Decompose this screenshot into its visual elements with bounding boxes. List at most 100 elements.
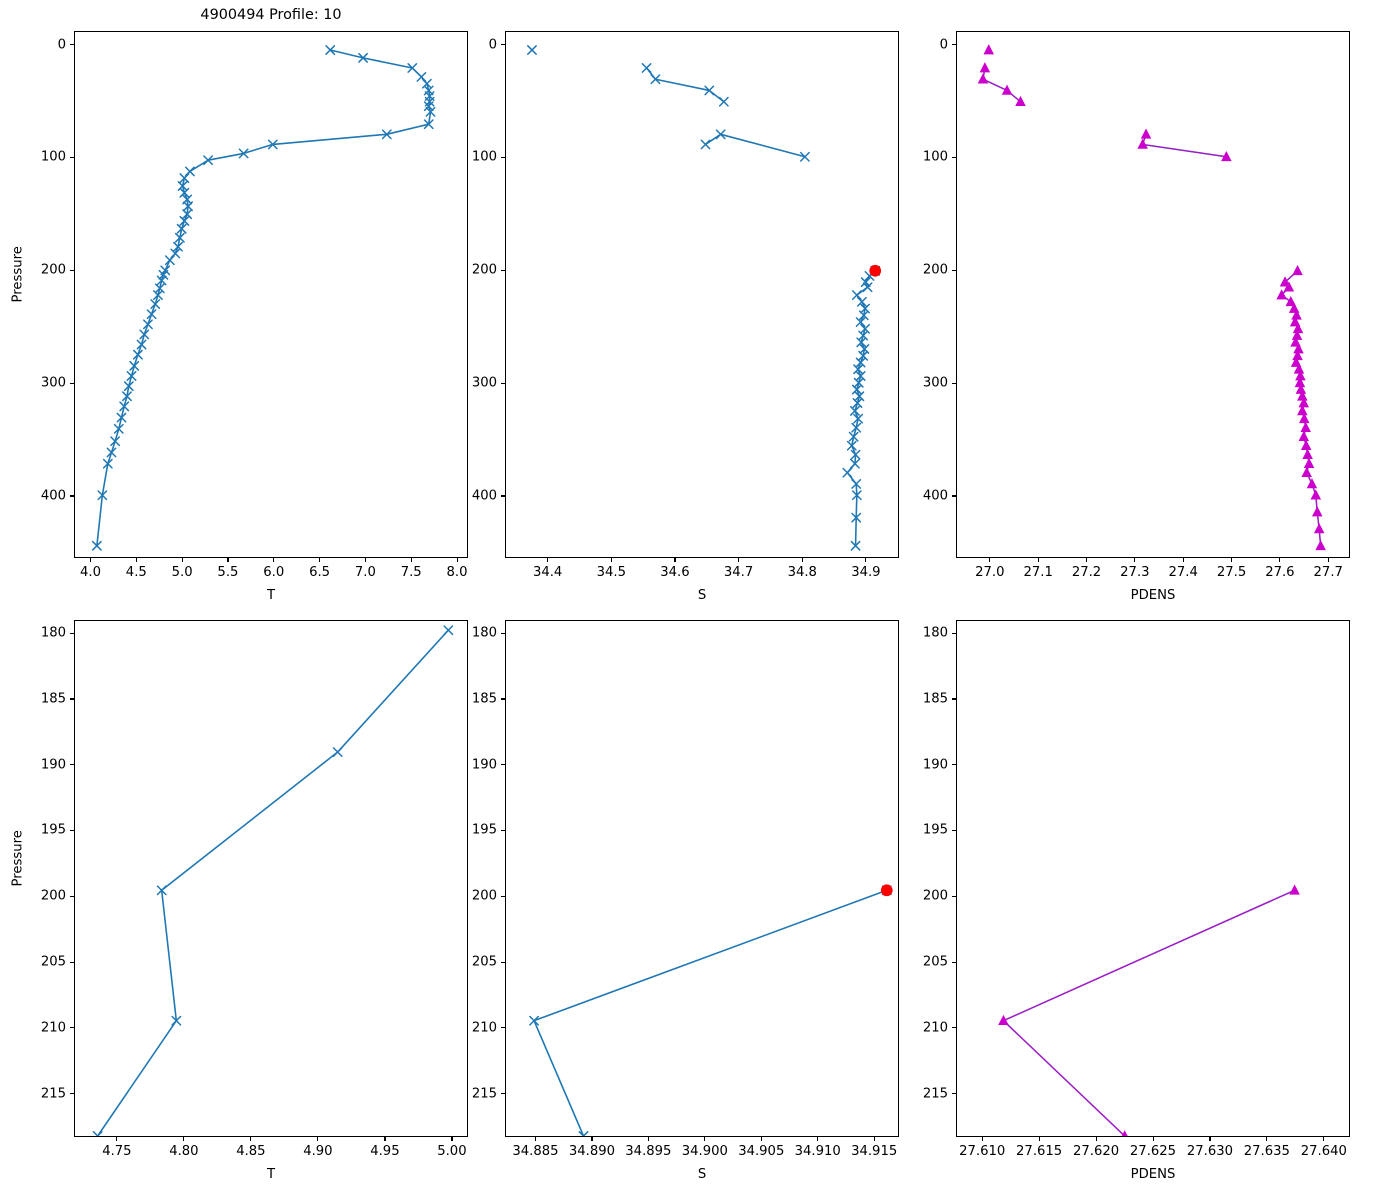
data-marker-x <box>171 1015 182 1026</box>
axes-frame-bottom-left-temperature-zoom <box>74 620 468 1137</box>
data-marker-x <box>119 401 130 412</box>
data-marker-triangle <box>1279 276 1291 287</box>
y-tick-label: 300 <box>40 375 66 391</box>
x-tick-label: 34.890 <box>568 1144 615 1159</box>
data-marker-x <box>851 384 862 395</box>
x-tick-label: 4.90 <box>303 1144 333 1159</box>
data-marker-x <box>852 398 863 408</box>
x-axis-label-top-middle-salinity: S <box>697 588 707 603</box>
x-tick-mark <box>1086 558 1088 562</box>
data-marker-triangle <box>1292 264 1303 276</box>
data-marker-x <box>853 364 864 375</box>
y-tick-mark <box>70 895 74 897</box>
plot-area-bottom-right-pdens-zoom <box>998 884 1300 1136</box>
x-tick-mark <box>250 1137 252 1141</box>
data-marker-triangle <box>1310 489 1322 500</box>
data-marker-triangle <box>1313 523 1325 534</box>
data-marker-triangle <box>1312 506 1323 517</box>
data-marker-x <box>106 447 117 458</box>
x-tick-label: 4.0 <box>79 565 101 580</box>
x-tick-mark <box>1152 1137 1154 1141</box>
data-marker-x <box>129 360 140 371</box>
y-tick-mark <box>952 764 956 766</box>
y-tick-label: 400 <box>471 488 497 504</box>
x-tick-label: 27.1 <box>1023 565 1053 580</box>
x-tick-mark <box>456 558 458 562</box>
y-tick-mark <box>501 632 505 634</box>
y-tick-label: 190 <box>922 757 948 773</box>
data-marker-x <box>850 449 861 460</box>
x-tick-label: 27.635 <box>1243 1144 1290 1159</box>
x-tick-label: 6.5 <box>309 565 331 580</box>
x-tick-label: 27.0 <box>975 565 1005 580</box>
data-marker-triangle <box>1290 356 1302 367</box>
y-tick-label: 200 <box>471 888 497 904</box>
y-tick-mark <box>501 1027 505 1029</box>
data-marker-x <box>143 319 153 330</box>
x-tick-mark <box>181 558 183 562</box>
data-marker-x <box>174 232 185 243</box>
plot-area-bottom-left-temperature-zoom <box>92 625 454 1136</box>
series-line <box>704 133 806 158</box>
x-tick-label: 4.75 <box>102 1144 132 1159</box>
y-tick-mark <box>70 495 74 497</box>
x-tick-mark <box>1327 558 1329 562</box>
data-marker-x <box>529 1015 540 1026</box>
x-tick-mark <box>817 1137 819 1141</box>
x-tick-mark <box>760 1137 762 1141</box>
y-tick-label: 200 <box>40 888 66 904</box>
x-tick-label: 7.0 <box>354 565 376 580</box>
x-tick-label: 34.6 <box>660 565 690 580</box>
y-tick-mark <box>70 1093 74 1095</box>
x-tick-mark <box>534 1137 537 1141</box>
x-tick-label: 5.00 <box>437 1144 467 1159</box>
x-tick-mark <box>116 1137 118 1141</box>
data-marker-x <box>176 223 187 234</box>
y-tick-label: 400 <box>40 488 66 504</box>
data-marker-triangle <box>1303 457 1315 469</box>
data-marker-x <box>718 96 729 107</box>
x-tick-mark <box>384 1137 386 1141</box>
plot-area-top-right-pdens <box>977 44 1326 551</box>
x-tick-mark <box>873 1137 875 1141</box>
data-marker-x <box>164 255 175 266</box>
series-line <box>645 67 725 103</box>
data-marker-triangle <box>1300 421 1311 433</box>
data-marker-x <box>110 436 121 447</box>
y-tick-mark <box>70 764 74 766</box>
x-axis-label-top-right-pdens: PDENS <box>1130 588 1176 603</box>
axes-frame-bottom-right-pdens-zoom <box>956 620 1350 1137</box>
data-marker-triangle <box>1300 439 1312 451</box>
data-marker-x <box>153 290 163 300</box>
data-marker-x <box>203 155 214 166</box>
x-tick-mark <box>1209 1137 1211 1141</box>
y-tick-mark <box>501 495 505 497</box>
y-tick-label: 185 <box>922 691 948 707</box>
y-tick-mark <box>952 961 956 963</box>
y-tick-label: 180 <box>922 625 948 641</box>
x-tick-label: 27.3 <box>1120 565 1150 580</box>
data-marker-x <box>156 885 167 896</box>
x-tick-label: 4.85 <box>236 1144 266 1159</box>
x-tick-mark <box>704 1137 706 1141</box>
x-tick-label: 4.80 <box>169 1144 199 1159</box>
y-tick-mark <box>70 698 74 700</box>
x-tick-mark <box>674 558 676 562</box>
y-tick-mark <box>952 895 956 897</box>
x-tick-mark <box>647 1137 649 1141</box>
x-axis-label-top-left-temperature: T <box>266 588 276 603</box>
y-tick-label: 190 <box>40 757 66 773</box>
y-tick-label: 0 <box>939 36 948 52</box>
data-marker-x <box>132 349 143 360</box>
y-tick-mark <box>501 895 505 897</box>
x-tick-mark <box>1182 558 1184 562</box>
chart-panel-top-right-pdens <box>956 31 1350 558</box>
x-tick-mark <box>801 558 803 562</box>
chart-panel-bottom-right-pdens-zoom <box>956 620 1350 1137</box>
flagged-data-point <box>880 884 893 897</box>
data-marker-triangle <box>1121 1130 1128 1136</box>
x-tick-mark <box>989 558 991 562</box>
series-line <box>96 49 432 547</box>
x-tick-mark <box>1037 558 1039 562</box>
x-tick-label: 27.2 <box>1071 565 1102 580</box>
